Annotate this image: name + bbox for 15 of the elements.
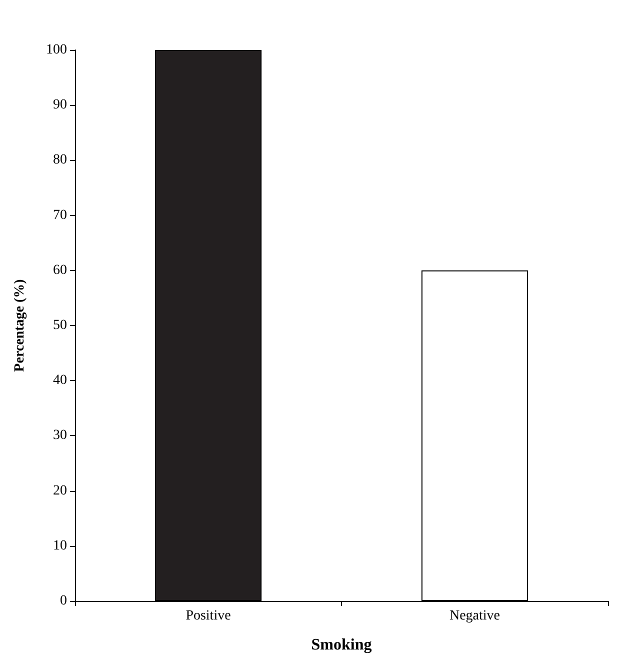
y-tick-label: 0	[60, 594, 67, 608]
y-tick-label: 60	[53, 262, 67, 278]
y-tick-label: 20	[53, 483, 67, 498]
y-tick-label: 80	[53, 152, 67, 168]
x-tick-label: Positive	[186, 608, 231, 624]
y-tick-label: 10	[53, 538, 67, 554]
x-axis-title: Smoking	[311, 636, 372, 654]
y-tick-label: 40	[53, 373, 67, 388]
y-tick-label: 100	[46, 42, 67, 58]
y-tick-label: 30	[53, 428, 67, 444]
y-tick-label: 50	[53, 318, 67, 333]
x-tick-label: Negative	[449, 608, 500, 624]
y-tick-label: 70	[53, 208, 67, 223]
y-axis-title: Percentage (%)	[12, 278, 28, 372]
y-tick-label: 90	[53, 98, 67, 113]
